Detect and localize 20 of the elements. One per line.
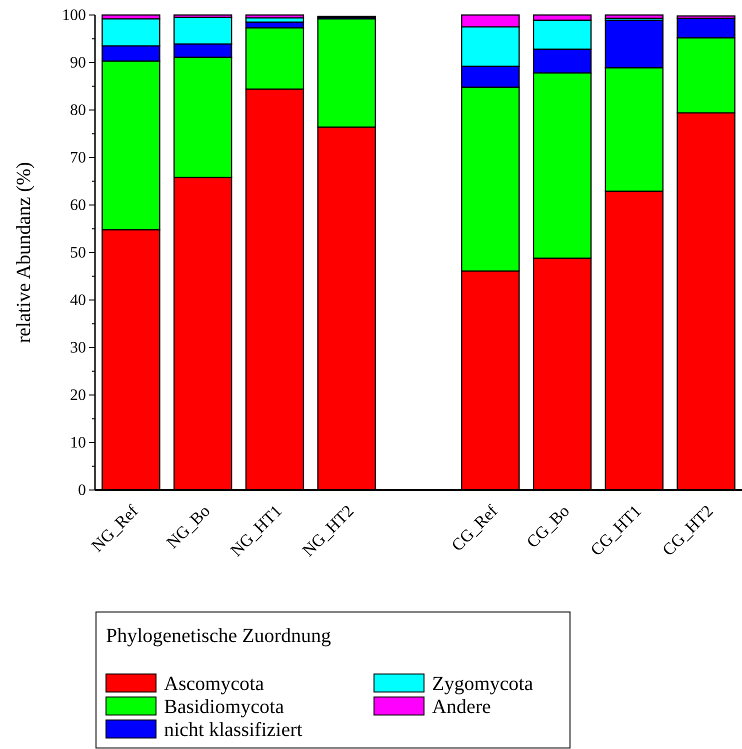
bar (245, 14, 304, 18)
bar (604, 14, 664, 19)
y-tick-label: 50 (70, 244, 86, 262)
y-tick-label: 80 (70, 102, 86, 120)
y-tick-label: 20 (70, 387, 86, 404)
y-tick-label: 10 (70, 434, 86, 452)
y-tick-label: 30 (70, 340, 86, 357)
legend-label: nicht klassifiziert (164, 719, 303, 741)
y-tick-label: 100 (62, 7, 86, 24)
y-tick-label: 60 (70, 197, 86, 214)
y-tick-label: 90 (70, 54, 86, 72)
legend-label: Zygomycota (432, 673, 534, 695)
y-tick-label: 0 (78, 482, 86, 500)
legend-label: Basidiomycota (164, 696, 284, 718)
y-tick-label: 40 (70, 292, 86, 310)
y-tick-label: 70 (70, 150, 86, 167)
legend-label: Ascomycota (164, 673, 264, 695)
legend-label: Andere (432, 696, 491, 718)
legend-title: Phylogenetische Zuordnung (106, 625, 331, 647)
y-axis-title: relative Abundanz (%) (13, 162, 35, 344)
